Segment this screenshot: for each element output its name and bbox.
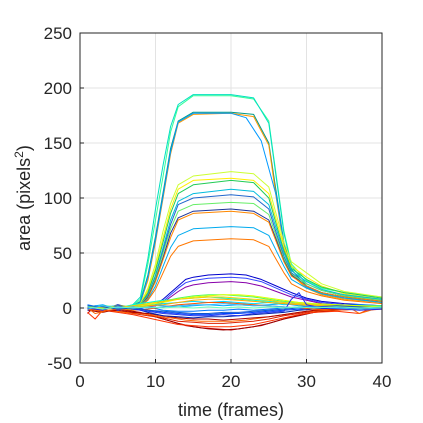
x-tick-label: 0 — [75, 372, 84, 391]
x-axis-title: time (frames) — [178, 400, 284, 420]
y-tick-label: 100 — [44, 189, 72, 208]
y-axis-title-superscript: 2 — [12, 151, 26, 158]
x-tick-label: 30 — [297, 372, 316, 391]
y-tick-label: 0 — [63, 299, 72, 318]
series-group — [87, 94, 383, 331]
series-line — [87, 302, 383, 312]
series-line — [87, 177, 383, 309]
series-line — [87, 306, 383, 310]
x-tick-label: 20 — [222, 372, 241, 391]
y-tick-label: 250 — [44, 24, 72, 43]
series-line — [87, 307, 382, 321]
x-tick-label: 10 — [146, 372, 165, 391]
y-tick-label: 50 — [53, 244, 72, 263]
series-line — [87, 296, 383, 310]
y-tick-label: 200 — [44, 79, 72, 98]
axis-ticks — [79, 32, 383, 364]
series-line — [87, 308, 383, 328]
series-line — [87, 281, 383, 309]
y-axis-title-main: area (pixels — [14, 158, 34, 251]
y-tick-label: 150 — [44, 134, 72, 153]
y-axis-title-close: ) — [14, 145, 34, 151]
series-line — [87, 95, 383, 310]
series-line — [87, 303, 383, 310]
y-tick-label: -50 — [47, 354, 72, 373]
y-axis-title: area (pixels2) — [12, 145, 34, 251]
x-tick-label: 40 — [373, 372, 392, 391]
